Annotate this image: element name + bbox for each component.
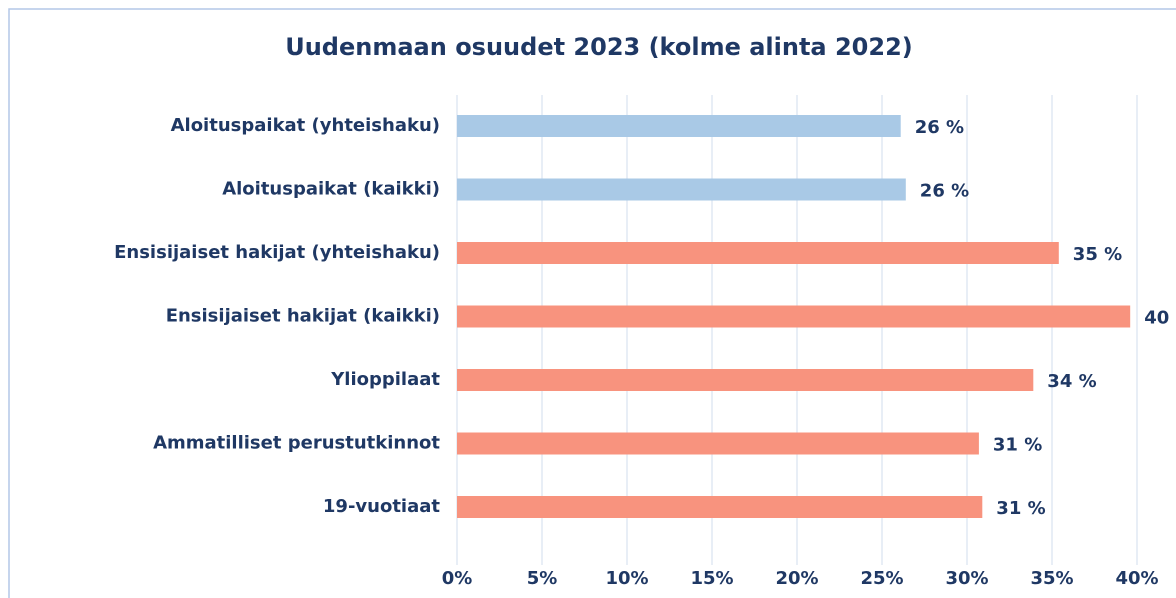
value-label: 34 % <box>1047 371 1096 392</box>
bar <box>457 369 1034 391</box>
bar <box>457 432 979 455</box>
x-tick-label: 10% <box>605 568 648 589</box>
value-label: 26 % <box>920 181 969 202</box>
x-tick-label: 40% <box>1115 568 1158 589</box>
bar <box>457 178 906 201</box>
value-label: 35 % <box>1073 244 1122 265</box>
y-tick-label: Ammatilliset perustutkinnot <box>153 433 440 454</box>
value-label: 40 % <box>1144 308 1176 329</box>
y-tick-label: Ensisijaiset hakijat (kaikki) <box>166 306 440 327</box>
x-tick-label: 0% <box>442 568 473 589</box>
chart-title: Uudenmaan osuudet 2023 (kolme alinta 202… <box>285 33 913 61</box>
x-tick-label: 15% <box>690 568 733 589</box>
x-tick-label: 5% <box>527 568 558 589</box>
x-tick-label: 20% <box>775 568 818 589</box>
y-tick-label: Ensisijaiset hakijat (yhteishaku) <box>114 242 440 263</box>
value-label: 31 % <box>996 498 1045 519</box>
y-tick-label: Ylioppilaat <box>330 369 440 390</box>
value-label: 31 % <box>993 435 1042 456</box>
y-tick-label: 19-vuotiaat <box>323 496 441 517</box>
x-tick-label: 25% <box>860 568 903 589</box>
bar <box>457 115 901 137</box>
y-tick-label: Aloituspaikat (yhteishaku) <box>171 115 440 136</box>
y-tick-label: Aloituspaikat (kaikki) <box>222 179 440 200</box>
value-label: 26 % <box>915 117 964 138</box>
x-tick-label: 35% <box>1030 568 1073 589</box>
bar <box>457 242 1059 264</box>
bar <box>457 305 1131 328</box>
x-tick-label: 30% <box>945 568 988 589</box>
bar <box>457 496 983 518</box>
